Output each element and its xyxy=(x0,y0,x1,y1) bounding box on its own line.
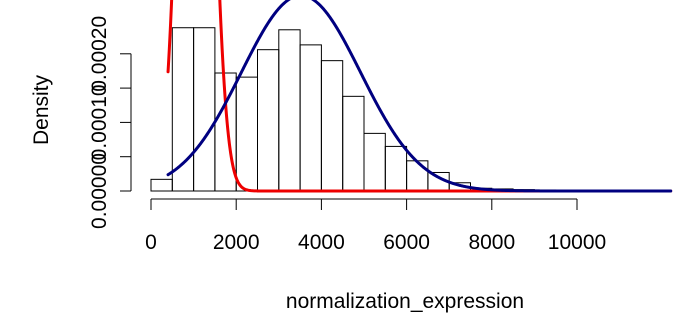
y-axis-title: Density xyxy=(30,74,53,145)
histogram-bar-4 xyxy=(235,76,258,192)
x-tick-label-1: 2000 xyxy=(213,231,260,254)
x-tick-label-5: 10000 xyxy=(548,231,606,254)
histogram-bar-6 xyxy=(278,29,301,192)
histogram-bar-5 xyxy=(257,49,280,192)
histogram-bar-10 xyxy=(363,132,386,192)
y-tick-label-4: 0.00020 xyxy=(88,16,111,92)
x-tick-label-2: 4000 xyxy=(298,231,345,254)
histogram-bars xyxy=(150,27,663,192)
histogram-bar-1 xyxy=(171,27,195,192)
x-axis: 0 2000 4000 6000 8000 10000 xyxy=(145,198,606,254)
histogram-bar-8 xyxy=(320,60,344,192)
density-curves xyxy=(166,0,673,193)
histogram-bar-7 xyxy=(299,44,322,192)
x-axis-title: normalization_expression xyxy=(286,290,524,313)
histogram-bar-2 xyxy=(193,27,216,192)
histogram-bar-9 xyxy=(342,95,365,192)
x-tick-label-4: 8000 xyxy=(468,231,515,254)
x-tick-label-0: 0 xyxy=(145,231,157,254)
x-tick-label-3: 6000 xyxy=(383,231,430,254)
histogram-bar-11 xyxy=(384,145,408,192)
y-tick-label-0: 0.00000 xyxy=(88,153,111,229)
histogram-bar-0 xyxy=(150,178,173,192)
density-curve-1 xyxy=(166,0,673,193)
histogram-bar-12 xyxy=(406,160,429,192)
y-tick-label-2: 0.00010 xyxy=(88,84,111,160)
